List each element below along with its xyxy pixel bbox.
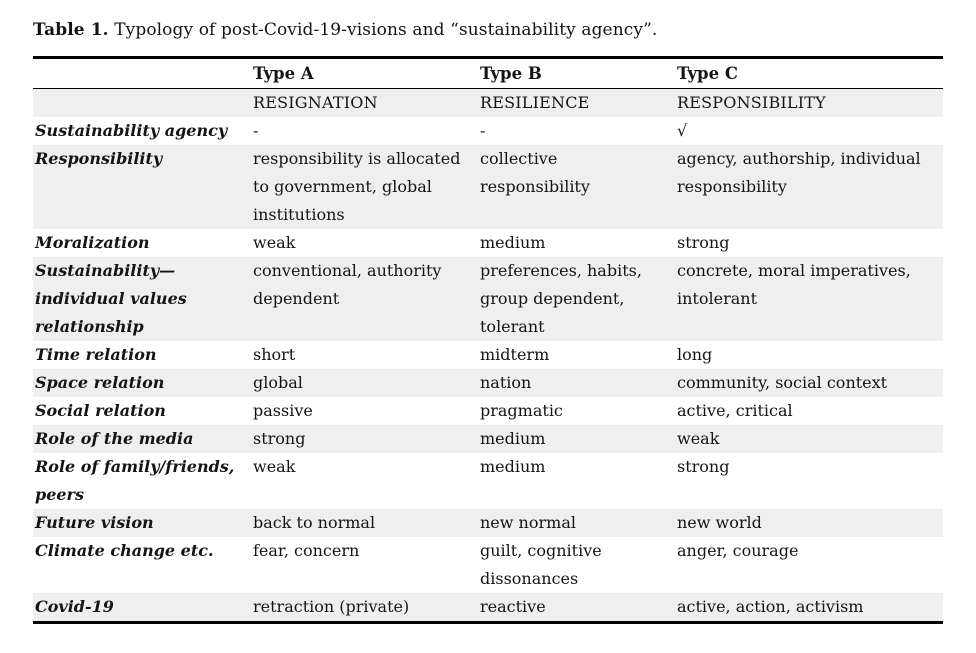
row-label: Social relation [35, 401, 166, 420]
cell-type-a: weak [253, 233, 296, 252]
row-label: Sustainability—individual values relatio… [35, 261, 187, 336]
row-label: Time relation [35, 345, 157, 364]
cell-type-c: agency, authorship, individual responsib… [677, 149, 921, 196]
cell-type-b: nation [480, 373, 532, 392]
cell-type-c: long [677, 345, 713, 364]
table-header-row: Type A Type B Type C [33, 57, 943, 89]
row-label: Moralization [35, 233, 150, 252]
table-row-role-of-family: Role of family/friends, peers weak mediu… [33, 453, 943, 509]
row-label: Future vision [35, 513, 154, 532]
cell-type-a: back to normal [253, 513, 376, 532]
cell-type-b: pragmatic [480, 401, 563, 420]
table-subheader-row: RESIGNATION RESILIENCE RESPONSIBILITY [33, 88, 943, 118]
row-label: Sustainability agency [35, 121, 228, 140]
cell-type-a: fear, concern [253, 541, 360, 560]
table-row-role-of-media: Role of the media strong medium weak [33, 425, 943, 453]
cell-type-b: medium [480, 457, 546, 476]
cell-type-a: strong [253, 429, 306, 448]
cell-type-b: - [480, 121, 486, 140]
cell-type-b: reactive [480, 597, 546, 616]
cell-type-a: global [253, 373, 303, 392]
cell-type-a: passive [253, 401, 313, 420]
cell-type-c: active, action, activism [677, 597, 864, 616]
table-row-moralization: Moralization weak medium strong [33, 229, 943, 257]
header-empty-cell [33, 57, 253, 89]
table-row-responsibility: Responsibility responsibility is allocat… [33, 145, 943, 229]
cell-type-b: midterm [480, 345, 550, 364]
row-label: Covid-19 [35, 597, 114, 616]
cell-type-c: community, social context [677, 373, 888, 392]
row-label: Climate change etc. [35, 541, 214, 560]
row-label: Responsibility [35, 149, 163, 168]
cell-type-a: retraction (private) [253, 597, 410, 616]
table-row-covid-19: Covid-19 retraction (private) reactive a… [33, 593, 943, 623]
cell-type-c: strong [677, 233, 730, 252]
table-row-sustainability-agency: Sustainability agency - - √ [33, 117, 943, 145]
header-type-a: Type A [253, 57, 480, 89]
row-label: Role of the media [35, 429, 194, 448]
cell-type-a: responsibility is allocated to governmen… [253, 149, 461, 224]
subheader-empty-cell [33, 89, 253, 118]
cell-type-a: weak [253, 457, 296, 476]
cell-type-c: concrete, moral imperatives, intolerant [677, 261, 911, 308]
cell-type-b: preferences, habits, group dependent, to… [480, 261, 642, 336]
subheader-type-b: RESILIENCE [480, 93, 590, 112]
row-label: Role of family/friends, peers [35, 457, 235, 504]
cell-type-c: active, critical [677, 401, 793, 420]
table-row-climate-change: Climate change etc. fear, concern guilt,… [33, 537, 943, 593]
cell-type-b: guilt, cognitive dissonances [480, 541, 602, 588]
cell-type-b: collective responsibility [480, 149, 590, 196]
header-type-c: Type C [677, 57, 943, 89]
table-caption-text: Typology of post-Covid-19-visions and “s… [114, 20, 658, 40]
cell-type-c: strong [677, 457, 730, 476]
table-caption-label: Table 1. [33, 20, 109, 40]
cell-type-b: medium [480, 233, 546, 252]
table-caption: Table 1. Typology of post-Covid-19-visio… [33, 18, 943, 42]
cell-type-c: anger, courage [677, 541, 799, 560]
cell-type-a: short [253, 345, 296, 364]
cell-type-a: conventional, authority dependent [253, 261, 442, 308]
cell-type-c: new world [677, 513, 762, 532]
table-row-future-vision: Future vision back to normal new normal … [33, 509, 943, 537]
cell-type-b: new normal [480, 513, 576, 532]
row-label: Space relation [35, 373, 165, 392]
cell-type-a: - [253, 121, 259, 140]
table-row-time-relation: Time relation short midterm long [33, 341, 943, 369]
cell-type-c check-mark: √ [677, 121, 688, 140]
cell-type-c: weak [677, 429, 720, 448]
typology-table: Type A Type B Type C RESIGNATION RESILIE… [33, 56, 943, 624]
subheader-type-c: RESPONSIBILITY [677, 93, 826, 112]
table-row-sustainability-values: Sustainability—individual values relatio… [33, 257, 943, 341]
table-row-space-relation: Space relation global nation community, … [33, 369, 943, 397]
table-row-social-relation: Social relation passive pragmatic active… [33, 397, 943, 425]
subheader-type-a: RESIGNATION [253, 93, 378, 112]
header-type-b: Type B [480, 57, 677, 89]
cell-type-b: medium [480, 429, 546, 448]
